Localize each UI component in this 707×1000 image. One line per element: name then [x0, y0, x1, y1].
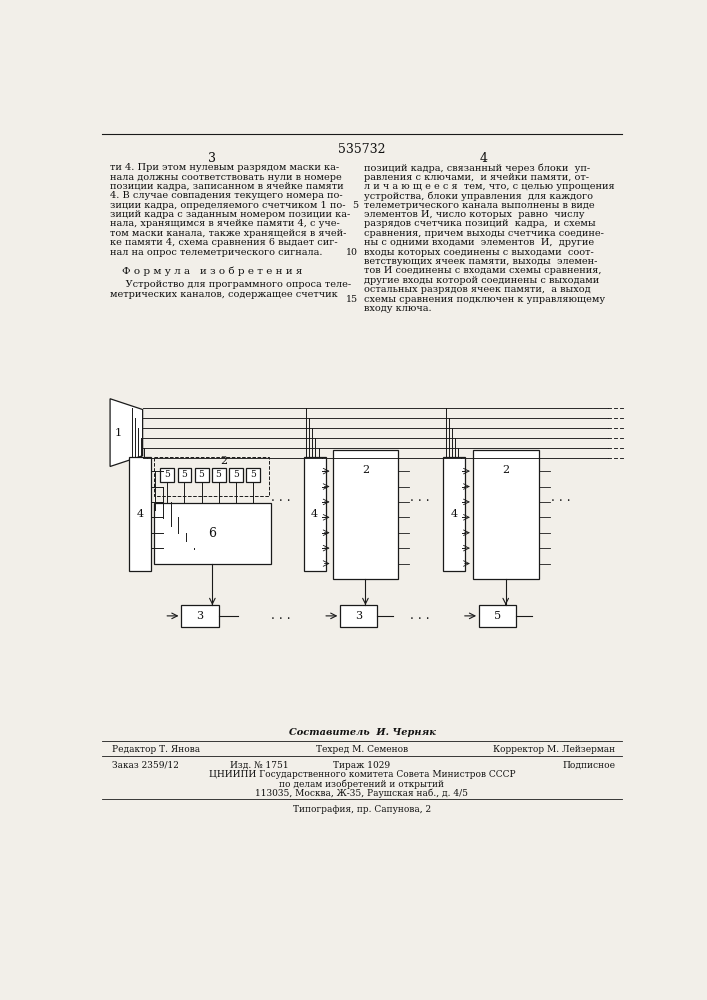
- Text: другие входы которой соединены с выходами: другие входы которой соединены с выходам…: [364, 276, 600, 285]
- Text: ЦНИИПИ Государственного комитета Совета Министров СССР: ЦНИИПИ Государственного комитета Совета …: [209, 770, 515, 779]
- Text: 5: 5: [352, 201, 358, 210]
- Text: 113035, Москва, Ж-35, Раушская наб., д. 4/5: 113035, Москва, Ж-35, Раушская наб., д. …: [255, 788, 469, 798]
- Text: 4: 4: [450, 509, 457, 519]
- Text: нала, хранящимся в ячейке памяти 4, с уче-: нала, хранящимся в ячейке памяти 4, с уч…: [110, 219, 340, 228]
- Text: Составитель  И. Черняк: Составитель И. Черняк: [288, 728, 436, 737]
- Text: 535732: 535732: [338, 143, 386, 156]
- Text: . . .: . . .: [271, 609, 291, 622]
- Text: разрядов счетчика позиций  кадра,  и схемы: разрядов счетчика позиций кадра, и схемы: [364, 219, 596, 228]
- Text: зиций кадра с заданным номером позиции ка-: зиций кадра с заданным номером позиции к…: [110, 210, 351, 219]
- Text: Устройство для программного опроса теле-: Устройство для программного опроса теле-: [110, 280, 351, 289]
- Text: телеметрического канала выполнены в виде: телеметрического канала выполнены в виде: [364, 201, 595, 210]
- Text: 1: 1: [115, 428, 122, 438]
- Text: 2: 2: [221, 456, 228, 466]
- Bar: [160, 468, 175, 482]
- Text: . . .: . . .: [271, 491, 291, 504]
- Text: 2: 2: [362, 465, 369, 475]
- Text: схемы сравнения подключен к управляющему: схемы сравнения подключен к управляющему: [364, 295, 605, 304]
- Text: . . .: . . .: [551, 491, 571, 504]
- Text: 2: 2: [502, 465, 509, 475]
- Text: 5: 5: [233, 470, 238, 479]
- Text: . . .: . . .: [410, 609, 430, 622]
- Bar: [443, 457, 465, 571]
- Text: позиции кадра, записанном в ячейке памяти: позиции кадра, записанном в ячейке памят…: [110, 182, 344, 191]
- Text: 10: 10: [346, 248, 358, 257]
- Text: остальных разрядов ячеек памяти,  а выход: остальных разрядов ячеек памяти, а выход: [364, 285, 591, 294]
- Text: 4: 4: [479, 152, 488, 165]
- Text: нала должны соответствовать нули в номере: нала должны соответствовать нули в номер…: [110, 173, 341, 182]
- Bar: [154, 457, 269, 496]
- Text: 4: 4: [311, 509, 318, 519]
- Bar: [211, 468, 226, 482]
- Text: сравнения, причем выходы счетчика соедине-: сравнения, причем выходы счетчика соедин…: [364, 229, 604, 238]
- Text: Изд. № 1751: Изд. № 1751: [230, 761, 288, 770]
- Bar: [129, 457, 151, 571]
- Text: позиций кадра, связанный через блоки  уп-: позиций кадра, связанный через блоки уп-: [364, 163, 590, 173]
- Bar: [473, 450, 539, 579]
- Text: тов И соединены с входами схемы сравнения,: тов И соединены с входами схемы сравнени…: [364, 266, 602, 275]
- Bar: [182, 605, 218, 627]
- Text: Тираж 1029: Тираж 1029: [334, 761, 390, 770]
- Text: элементов И, число которых  равно  числу: элементов И, число которых равно числу: [364, 210, 585, 219]
- Text: 3: 3: [209, 152, 216, 165]
- Text: входу ключа.: входу ключа.: [364, 304, 432, 313]
- Bar: [154, 503, 271, 564]
- Text: Ф о р м у л а   и з о б р е т е н и я: Ф о р м у л а и з о б р е т е н и я: [122, 266, 303, 276]
- Bar: [194, 468, 209, 482]
- Text: Корректор М. Лейзерман: Корректор М. Лейзерман: [493, 745, 615, 754]
- Text: ке памяти 4, схема сравнения 6 выдает сиг-: ке памяти 4, схема сравнения 6 выдает си…: [110, 238, 338, 247]
- Bar: [340, 605, 378, 627]
- Text: устройства, блоки управления  для каждого: устройства, блоки управления для каждого: [364, 191, 593, 201]
- Bar: [177, 468, 192, 482]
- Text: 3: 3: [356, 611, 363, 621]
- Text: по делам изобретений и открытий: по делам изобретений и открытий: [279, 779, 445, 789]
- Text: . . .: . . .: [410, 491, 430, 504]
- Text: 6: 6: [209, 527, 216, 540]
- Text: том маски канала, также хранящейся в ячей-: том маски канала, также хранящейся в яче…: [110, 229, 346, 238]
- Bar: [228, 468, 243, 482]
- Text: метрических каналов, содержащее счетчик: метрических каналов, содержащее счетчик: [110, 290, 338, 299]
- Text: ти 4. При этом нулевым разрядом маски ка-: ти 4. При этом нулевым разрядом маски ка…: [110, 163, 339, 172]
- Text: нал на опрос телеметрического сигнала.: нал на опрос телеметрического сигнала.: [110, 248, 322, 257]
- Text: Редактор Т. Янова: Редактор Т. Янова: [112, 745, 200, 754]
- Text: 3: 3: [197, 611, 204, 621]
- Text: равления с ключами,  и ячейки памяти, от-: равления с ключами, и ячейки памяти, от-: [364, 173, 589, 182]
- Text: зиции кадра, определяемого счетчиком 1 по-: зиции кадра, определяемого счетчиком 1 п…: [110, 201, 346, 210]
- Text: 4: 4: [136, 509, 144, 519]
- Text: ветствующих ячеек памяти, выходы  элемен-: ветствующих ячеек памяти, выходы элемен-: [364, 257, 597, 266]
- Bar: [304, 457, 325, 571]
- Text: 5: 5: [182, 470, 187, 479]
- Text: Подписное: Подписное: [562, 761, 615, 770]
- Text: 5: 5: [216, 470, 221, 479]
- Bar: [246, 468, 259, 482]
- Text: входы которых соединены с выходами  соот-: входы которых соединены с выходами соот-: [364, 248, 594, 257]
- Text: Техред М. Семенов: Техред М. Семенов: [316, 745, 408, 754]
- Bar: [332, 450, 398, 579]
- Text: 5: 5: [494, 611, 501, 621]
- Text: 5: 5: [250, 470, 256, 479]
- Text: 5: 5: [165, 470, 170, 479]
- Text: 15: 15: [346, 295, 358, 304]
- Text: Типография, пр. Сапунова, 2: Типография, пр. Сапунова, 2: [293, 805, 431, 814]
- Text: л и ч а ю щ е е с я  тем, что, с целью упрощения: л и ч а ю щ е е с я тем, что, с целью уп…: [364, 182, 615, 191]
- Text: ны с одними входами  элементов  И,  другие: ны с одними входами элементов И, другие: [364, 238, 595, 247]
- Text: 4. В случае совпадения текущего номера по-: 4. В случае совпадения текущего номера п…: [110, 191, 343, 200]
- Text: Заказ 2359/12: Заказ 2359/12: [112, 761, 178, 770]
- Polygon shape: [110, 399, 143, 466]
- Text: 5: 5: [199, 470, 204, 479]
- Bar: [479, 605, 516, 627]
